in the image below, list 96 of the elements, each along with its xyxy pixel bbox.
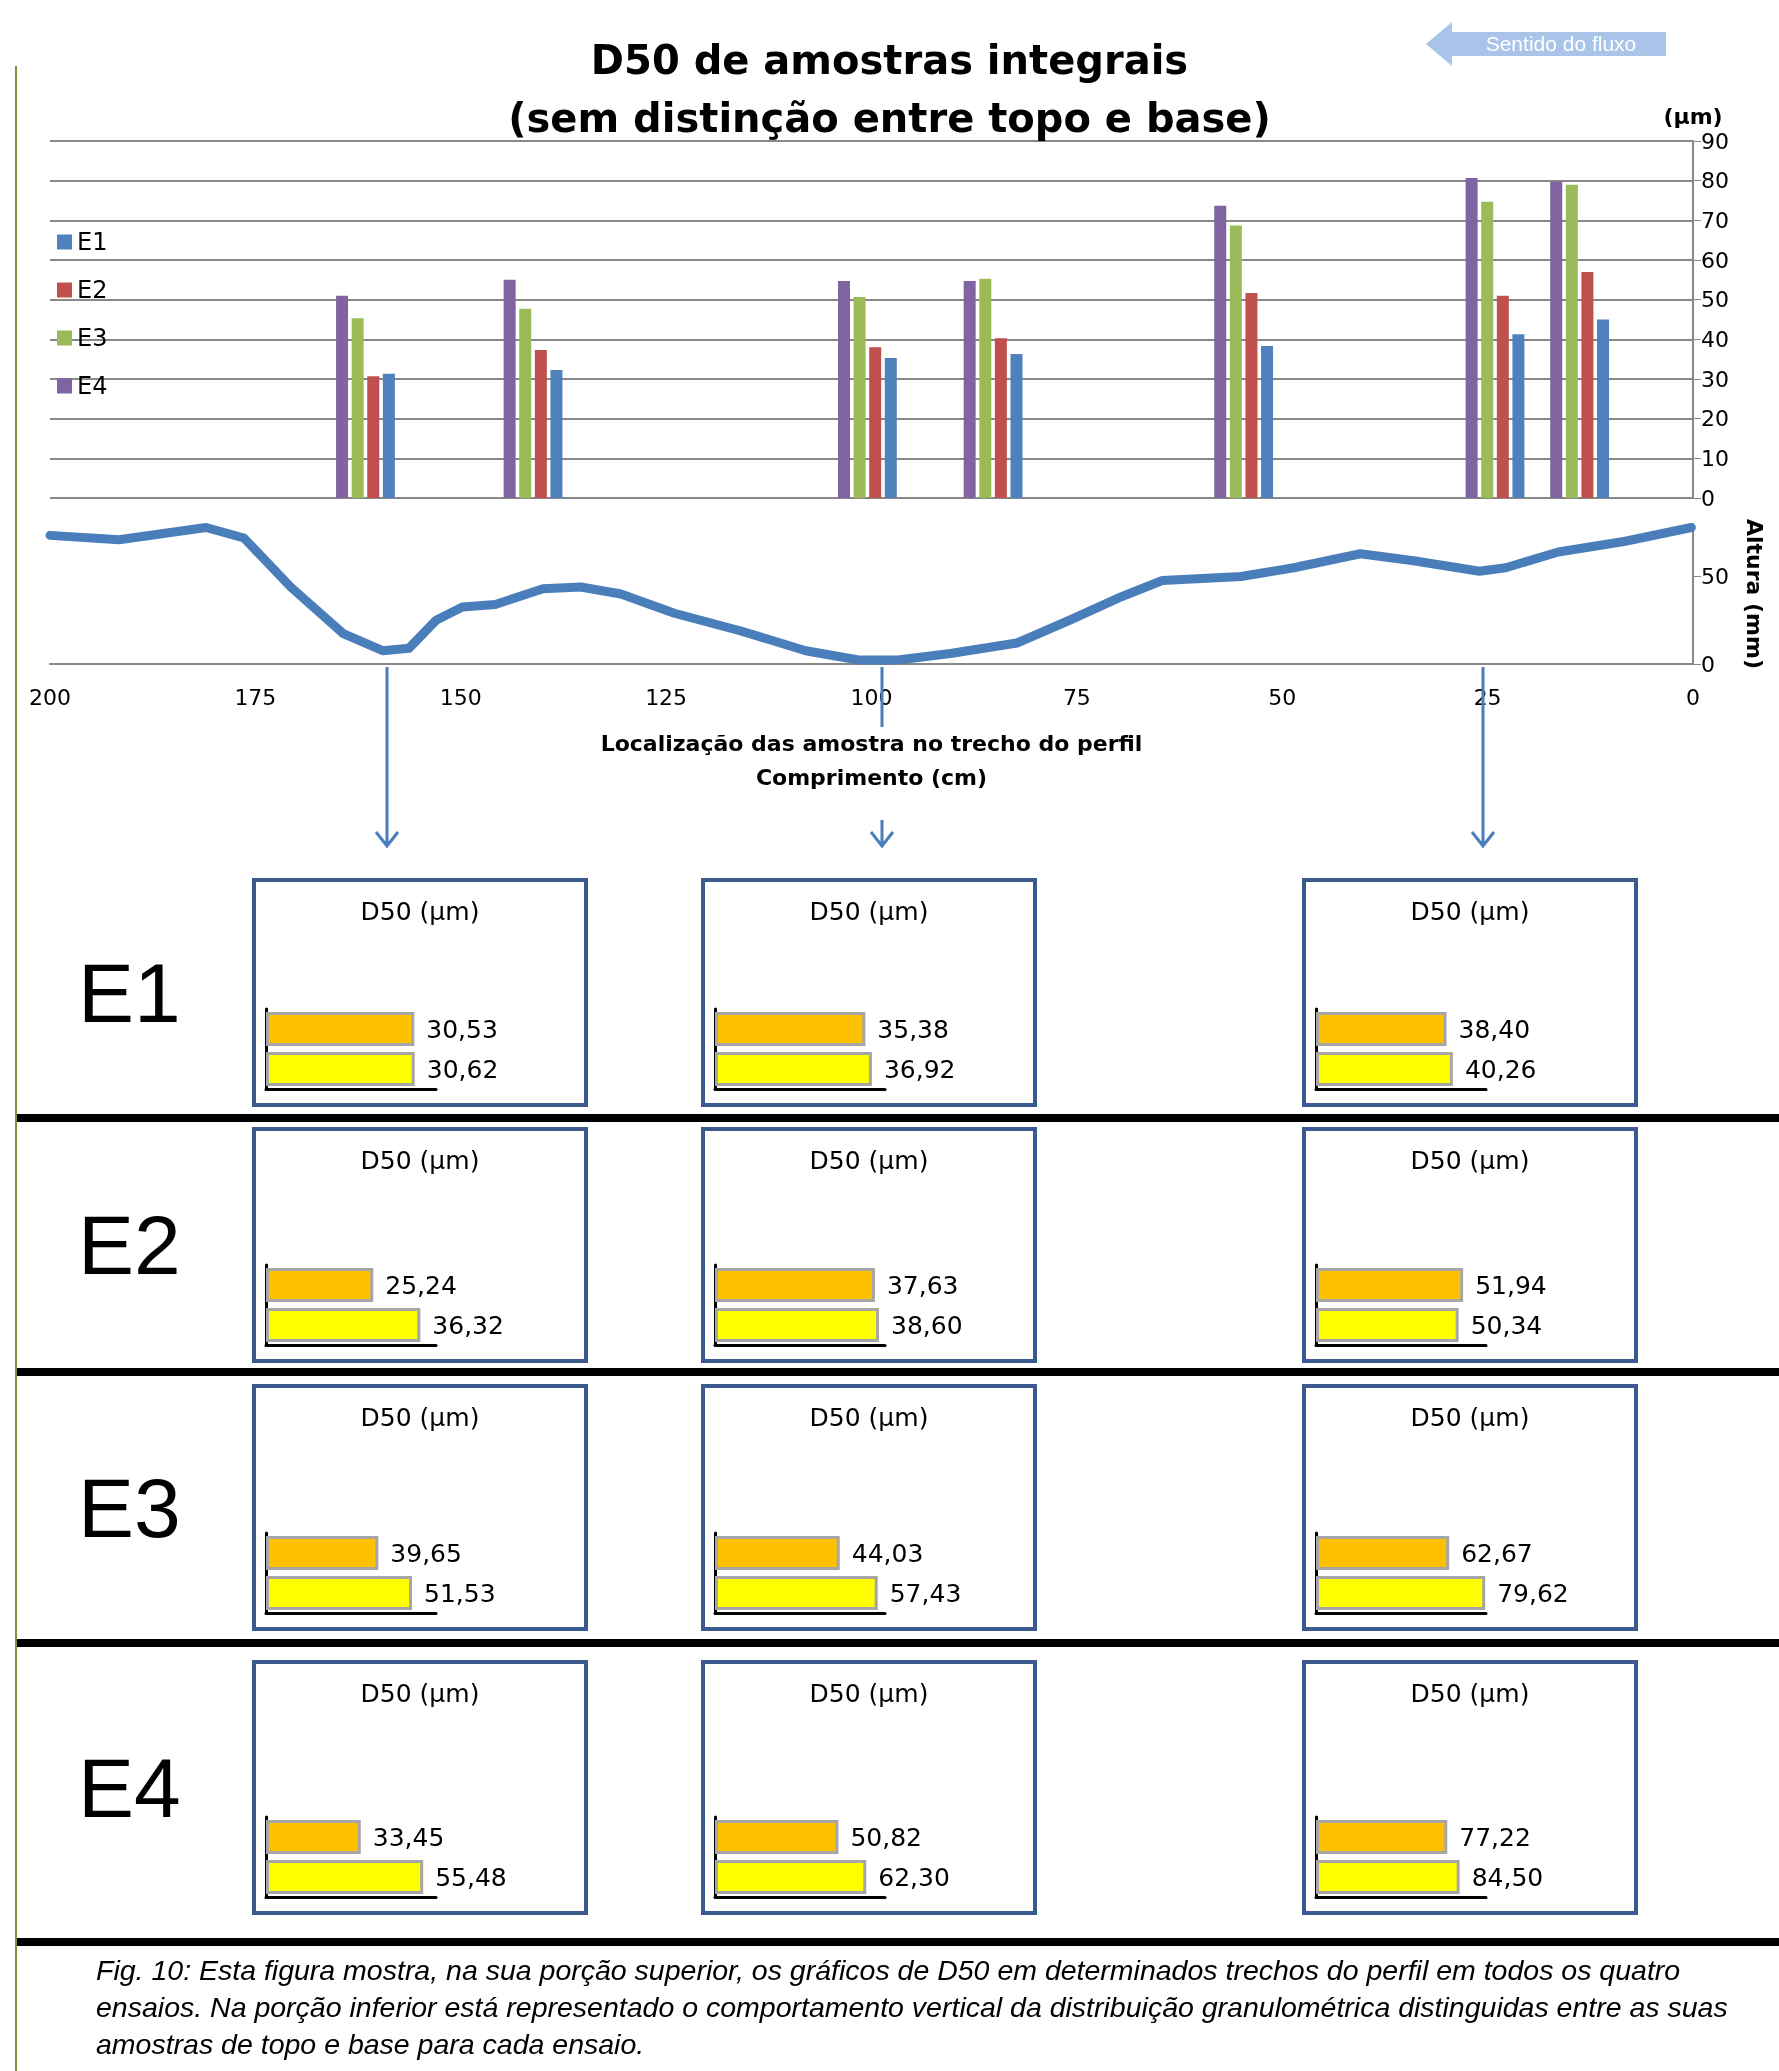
- chart-title: D50 (µm): [360, 1679, 480, 1708]
- data-label: 84,50: [1471, 1862, 1544, 1892]
- chart-title: D50 (µm): [809, 1403, 929, 1432]
- data-label: 62,67: [1461, 1538, 1533, 1568]
- data-label: 25,24: [385, 1270, 457, 1300]
- caption: Fig. 10: Esta figura mostra, na sua porção superior, os gráficos de D50 em determinados trechos do perfil em todos os quatro ensaios. Na porção inferior está representado o comportamento vertical da distribuição granulométrica distinguidas entre as suas amostras de topo e base para cada ensaio.: [96, 1953, 1729, 2062]
- bar: [382, 373, 395, 498]
- bar: [1512, 334, 1525, 498]
- data-label: 77,22: [1459, 1822, 1531, 1852]
- data-label: 36,92: [883, 1054, 956, 1084]
- chart-title: D50 (µm): [360, 897, 480, 926]
- chart-title: D50 (µm): [1410, 897, 1530, 926]
- data-label: 37,63: [886, 1270, 959, 1300]
- chart-title: D50 (µm): [360, 1146, 480, 1175]
- data-label: 50,34: [1470, 1310, 1543, 1340]
- y-tick-label: 60: [1701, 247, 1729, 273]
- bar: [1214, 205, 1227, 498]
- bar: [1597, 319, 1610, 498]
- data-label: 35,38: [877, 1014, 949, 1044]
- bar: [550, 369, 563, 498]
- legend-label: E3: [77, 324, 108, 352]
- bar: [853, 296, 866, 498]
- data-label: 40,26: [1464, 1054, 1537, 1084]
- y-axis-title: E1: [78, 944, 181, 1042]
- data-label: 30,62: [426, 1054, 499, 1084]
- bar: [1245, 292, 1258, 498]
- y-tick-label: 50: [1701, 287, 1729, 313]
- data-label: 44,03: [851, 1538, 924, 1568]
- x-tick-label: 50: [1268, 684, 1297, 710]
- y-tick-label: 80: [1701, 168, 1729, 194]
- bar: [979, 278, 992, 498]
- bar: [994, 338, 1007, 498]
- data-label: 38,40: [1458, 1014, 1531, 1044]
- chart-title: D50 (µm): [1410, 1679, 1530, 1708]
- y-tick-label: 50: [1701, 564, 1729, 589]
- bar: [1496, 295, 1509, 498]
- data-label: 62,30: [878, 1862, 950, 1892]
- y-tick-label: 90: [1701, 128, 1729, 154]
- chart-title: D50 (µm): [360, 1403, 480, 1432]
- bar: [534, 350, 547, 498]
- x-axis-title: Localização das amostra no trecho do perfil Comprimento (cm): [600, 730, 1143, 790]
- bar: [367, 376, 380, 498]
- bar: [869, 347, 882, 498]
- bar: [884, 357, 897, 498]
- bar: [837, 281, 850, 498]
- bar: [1261, 346, 1274, 498]
- bar: [519, 308, 532, 498]
- y-axis-title: E4: [78, 1739, 181, 1837]
- data-label: 36,32: [432, 1310, 504, 1340]
- bar: [1229, 225, 1242, 498]
- data-label: 51,94: [1475, 1270, 1547, 1300]
- data-label: 79,62: [1497, 1578, 1569, 1608]
- bar: [1550, 181, 1563, 498]
- data-label: 30,53: [426, 1014, 498, 1044]
- bar: [336, 295, 349, 498]
- y-tick-label: 70: [1701, 207, 1729, 233]
- chart-title: D50 (µm): [1410, 1146, 1530, 1175]
- y-axis-title: Altura (mm): [1741, 518, 1767, 670]
- chart-title: D50 (µm): [809, 897, 929, 926]
- bar: [1565, 184, 1578, 498]
- chart-title: D50 de amostras integrais (sem distinção entre topo e base): [508, 37, 1271, 141]
- text: Sentido do fluxo: [1484, 32, 1638, 56]
- chart-title: D50 (µm): [1410, 1403, 1530, 1432]
- legend-label: E1: [77, 228, 108, 256]
- data-label: 57,43: [889, 1578, 962, 1608]
- x-tick-label: 200: [29, 684, 71, 710]
- legend-label: E4: [77, 372, 108, 400]
- bar: [1581, 271, 1594, 498]
- data-label: 39,65: [390, 1538, 462, 1568]
- legend-label: E2: [77, 276, 108, 304]
- y-tick-label: 20: [1701, 406, 1729, 432]
- data-label: 33,45: [372, 1822, 445, 1852]
- x-tick-label: 125: [645, 684, 688, 710]
- x-tick-label: 175: [234, 684, 277, 710]
- y-axis-title: (µm): [1663, 103, 1723, 129]
- chart-title: D50 (µm): [809, 1679, 929, 1708]
- y-tick-label: 40: [1701, 326, 1729, 352]
- chart-title: D50 (µm): [809, 1146, 929, 1175]
- x-tick-label: 75: [1062, 684, 1091, 710]
- y-axis-title: E3: [78, 1459, 181, 1557]
- y-tick-label: 0: [1701, 485, 1715, 511]
- y-tick-label: 0: [1701, 651, 1715, 677]
- bar: [1010, 354, 1023, 498]
- bar: [1481, 201, 1494, 498]
- data-label: 38,60: [891, 1310, 963, 1340]
- bar: [963, 281, 976, 498]
- bar: [351, 318, 364, 498]
- x-tick-label: 150: [439, 684, 482, 710]
- bar: [1465, 177, 1478, 498]
- y-axis-title: E2: [78, 1197, 181, 1294]
- data-label: 51,53: [424, 1578, 496, 1608]
- y-tick-label: 30: [1701, 366, 1729, 392]
- bar: [503, 279, 516, 498]
- y-tick-label: 10: [1701, 445, 1729, 471]
- data-label: 55,48: [435, 1862, 507, 1892]
- data-label: 50,82: [850, 1822, 922, 1852]
